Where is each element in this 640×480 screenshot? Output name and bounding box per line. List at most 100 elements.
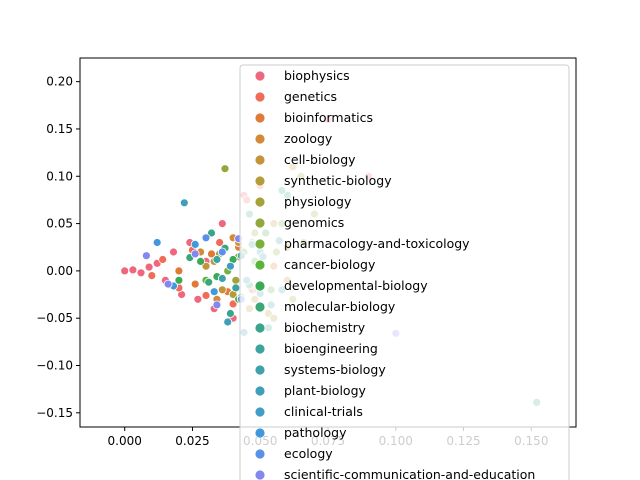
data-point bbox=[174, 266, 184, 276]
data-point bbox=[163, 279, 173, 289]
data-point bbox=[217, 219, 227, 229]
legend-marker bbox=[254, 280, 266, 292]
legend-item: plant-biology bbox=[254, 383, 367, 398]
data-point bbox=[212, 300, 222, 310]
y-axis: −0.15 −0.10 −0.05 0.00 0.05 0.10 0.15 0.20 bbox=[36, 75, 80, 420]
legend-marker bbox=[254, 448, 266, 460]
y-tick-label: −0.15 bbox=[36, 406, 73, 420]
legend-item: clinical-trials bbox=[254, 404, 363, 419]
legend-marker bbox=[254, 196, 266, 208]
legend-label: physiology bbox=[284, 194, 352, 209]
legend-label: scientific-communication-and-education bbox=[284, 467, 535, 480]
data-point bbox=[231, 283, 241, 293]
legend-marker bbox=[254, 343, 266, 355]
data-point bbox=[196, 256, 206, 266]
legend-marker bbox=[254, 133, 266, 145]
x-tick-label: 0.025 bbox=[175, 434, 209, 448]
legend-label: biochemistry bbox=[284, 320, 366, 335]
legend: biophysics genetics bioinformatics zoology c… bbox=[239, 64, 570, 480]
y-tick-label: 0.15 bbox=[46, 122, 73, 136]
data-point bbox=[190, 239, 200, 249]
legend-marker bbox=[254, 154, 266, 166]
data-point bbox=[201, 291, 211, 300]
legend-label: pathology bbox=[284, 425, 347, 440]
data-point bbox=[204, 277, 214, 287]
legend-label: synthetic-biology bbox=[284, 173, 392, 188]
legend-item: bioinformatics bbox=[254, 110, 373, 125]
data-point bbox=[217, 285, 227, 295]
legend-marker bbox=[254, 322, 266, 334]
data-point bbox=[147, 271, 157, 281]
data-point bbox=[201, 261, 211, 271]
legend-item: synthetic-biology bbox=[254, 173, 392, 188]
data-point bbox=[128, 265, 138, 275]
legend-item: physiology bbox=[254, 194, 352, 209]
legend-item: genomics bbox=[254, 215, 344, 230]
legend-box bbox=[239, 64, 570, 480]
legend-item: bioengineering bbox=[254, 341, 378, 356]
x-tick-label: 0.000 bbox=[108, 434, 142, 448]
legend-marker bbox=[254, 112, 266, 124]
y-tick-label: 0.00 bbox=[46, 264, 73, 278]
legend-label: ecology bbox=[284, 446, 333, 461]
data-point bbox=[217, 247, 227, 257]
legend-marker bbox=[254, 175, 266, 187]
legend-label: molecular-biology bbox=[284, 299, 396, 314]
legend-marker bbox=[254, 259, 266, 271]
data-point bbox=[231, 275, 241, 285]
legend-label: cell-biology bbox=[284, 152, 356, 167]
legend-marker bbox=[254, 427, 266, 439]
legend-marker bbox=[254, 469, 266, 480]
data-point bbox=[144, 262, 154, 272]
data-point bbox=[201, 233, 211, 243]
legend-item: scientific-communication-and-education bbox=[254, 467, 535, 480]
y-tick-label: 0.10 bbox=[46, 169, 73, 183]
legend-marker bbox=[254, 217, 266, 229]
legend-label: plant-biology bbox=[284, 383, 367, 398]
data-point bbox=[141, 251, 151, 261]
y-tick-label: 0.05 bbox=[46, 217, 73, 231]
legend-marker bbox=[254, 406, 266, 418]
data-point bbox=[174, 275, 184, 285]
data-point bbox=[136, 268, 146, 278]
data-point bbox=[120, 266, 130, 276]
data-point bbox=[190, 249, 200, 259]
legend-marker bbox=[254, 364, 266, 376]
data-point bbox=[217, 274, 227, 283]
data-point bbox=[215, 238, 225, 247]
legend-item: cell-biology bbox=[254, 152, 356, 167]
legend-item: pharmacology-and-toxicology bbox=[254, 236, 470, 251]
legend-label: bioengineering bbox=[284, 341, 378, 356]
data-point bbox=[223, 317, 233, 327]
legend-label: pharmacology-and-toxicology bbox=[284, 236, 470, 251]
legend-label: cancer-biology bbox=[284, 257, 376, 272]
legend-item: developmental-biology bbox=[254, 278, 428, 293]
y-tick-label: 0.20 bbox=[46, 75, 73, 89]
data-point bbox=[225, 261, 235, 271]
legend-item: genetics bbox=[254, 89, 337, 104]
data-point bbox=[225, 309, 235, 318]
legend-item: zoology bbox=[254, 131, 333, 146]
data-point bbox=[220, 164, 230, 174]
legend-label: genomics bbox=[284, 215, 344, 230]
legend-label: genetics bbox=[284, 89, 337, 104]
legend-item: ecology bbox=[254, 446, 333, 461]
legend-label: systems-biology bbox=[284, 362, 386, 377]
data-point bbox=[207, 228, 216, 238]
y-tick-label: −0.10 bbox=[36, 359, 73, 373]
legend-item: biochemistry bbox=[254, 320, 366, 335]
data-point bbox=[209, 287, 219, 297]
legend-marker bbox=[254, 238, 266, 250]
legend-item: biophysics bbox=[254, 68, 350, 83]
legend-label: developmental-biology bbox=[284, 278, 428, 293]
data-point bbox=[193, 294, 203, 304]
legend-item: molecular-biology bbox=[254, 299, 396, 314]
legend-marker bbox=[254, 385, 266, 397]
legend-label: bioinformatics bbox=[284, 110, 373, 125]
legend-item: cancer-biology bbox=[254, 257, 376, 272]
legend-marker bbox=[254, 70, 266, 82]
data-point bbox=[169, 247, 178, 257]
legend-label: clinical-trials bbox=[284, 404, 363, 419]
data-point bbox=[190, 279, 200, 289]
